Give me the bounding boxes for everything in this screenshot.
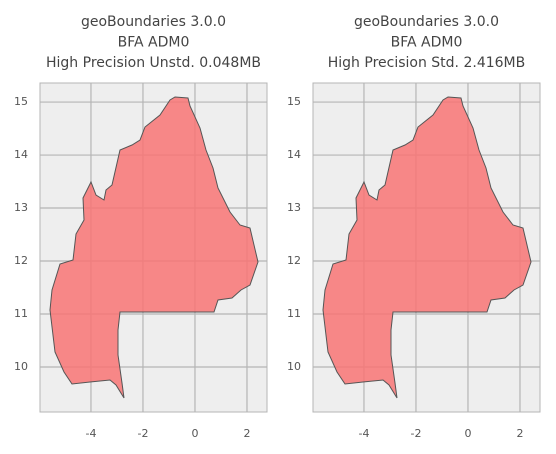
chart-title: High Precision Unstd. 0.048MB: [46, 55, 261, 71]
country-boundary: [49, 96, 259, 399]
y-tick-label: 11: [14, 307, 28, 320]
y-tick-label: 13: [14, 201, 28, 214]
y-tick-label: 10: [287, 360, 301, 373]
x-tick-label: 0: [464, 427, 471, 440]
x-tick-label: 0: [191, 427, 198, 440]
panel: [312, 82, 541, 413]
x-tick-label: -2: [137, 427, 148, 440]
y-tick-label: 13: [287, 201, 301, 214]
chart-title: geoBoundaries 3.0.0: [354, 14, 499, 30]
y-tick-label: 15: [14, 95, 28, 108]
y-tick-label: 12: [287, 254, 301, 267]
y-tick-label: 15: [287, 95, 301, 108]
x-tick-label: -2: [410, 427, 421, 440]
chart-title: BFA ADM0: [391, 35, 463, 51]
y-tick-label: 11: [287, 307, 301, 320]
y-tick-label: 10: [14, 360, 28, 373]
chart-title: geoBoundaries 3.0.0: [81, 14, 226, 30]
x-tick-label: -4: [358, 427, 369, 440]
x-tick-label: -4: [85, 427, 96, 440]
country-boundary: [322, 96, 532, 399]
x-tick-label: 2: [243, 427, 250, 440]
panel: [39, 82, 268, 413]
x-tick-label: 2: [516, 427, 523, 440]
y-tick-label: 14: [14, 148, 28, 161]
y-tick-label: 12: [14, 254, 28, 267]
chart-title: High Precision Std. 2.416MB: [328, 55, 525, 71]
y-tick-label: 14: [287, 148, 301, 161]
chart-title: BFA ADM0: [118, 35, 190, 51]
